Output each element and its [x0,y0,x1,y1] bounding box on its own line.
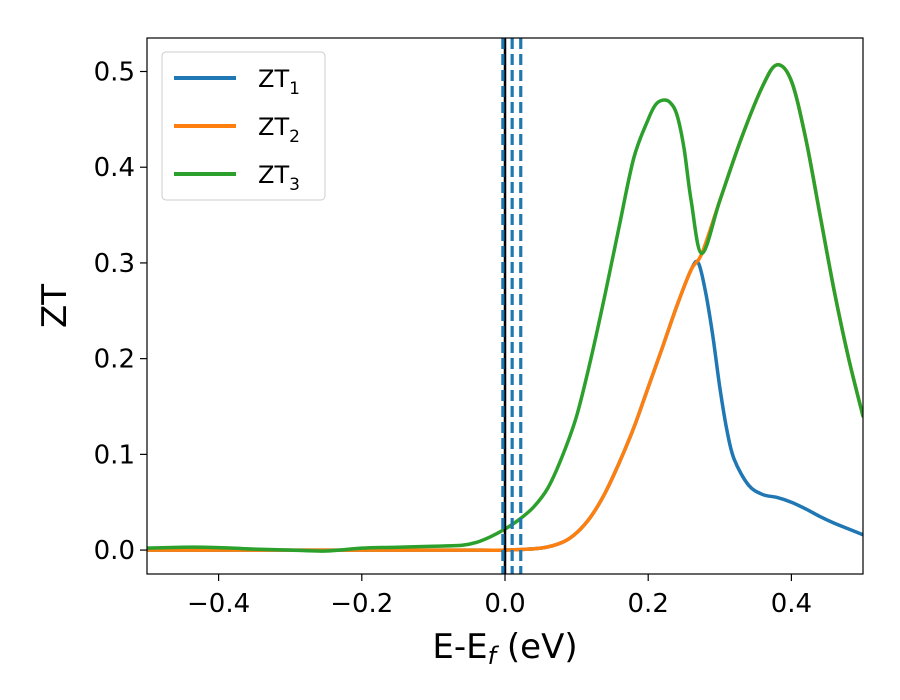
y-ticks: 0.0 0.1 0.2 0.3 0.4 0.5 [94,58,147,566]
series-line-zt3 [147,63,863,553]
x-axis-label-unit: (eV) [496,627,578,667]
y-tick-label: 0.4 [94,153,135,183]
y-tick-label: 0.5 [94,58,135,88]
series-layer [147,63,863,553]
x-tick-label: 0.0 [484,589,525,619]
x-tick-label: −0.2 [330,589,393,619]
y-tick-label: 0.2 [94,345,135,375]
legend-label-zt2: ZT2 [258,113,300,147]
x-tick-label: 0.4 [771,589,812,619]
vertical-lines [501,38,523,574]
x-tick-label: 0.2 [628,589,669,619]
legend-label-zt1: ZT1 [258,65,300,99]
legend-box [161,51,326,201]
y-axis-label: ZT [35,284,75,328]
y-tick-label: 0.0 [94,536,135,566]
legend: ZT1 ZT2 ZT3 [161,51,326,201]
y-tick-label: 0.1 [94,440,135,470]
x-ticks: −0.4 −0.2 0.0 0.2 0.4 [187,574,812,619]
x-axis-label: E-Ef (eV) [432,627,577,670]
legend-label-zt3: ZT3 [258,161,300,195]
x-tick-label: −0.4 [187,589,250,619]
y-tick-label: 0.3 [94,249,135,279]
